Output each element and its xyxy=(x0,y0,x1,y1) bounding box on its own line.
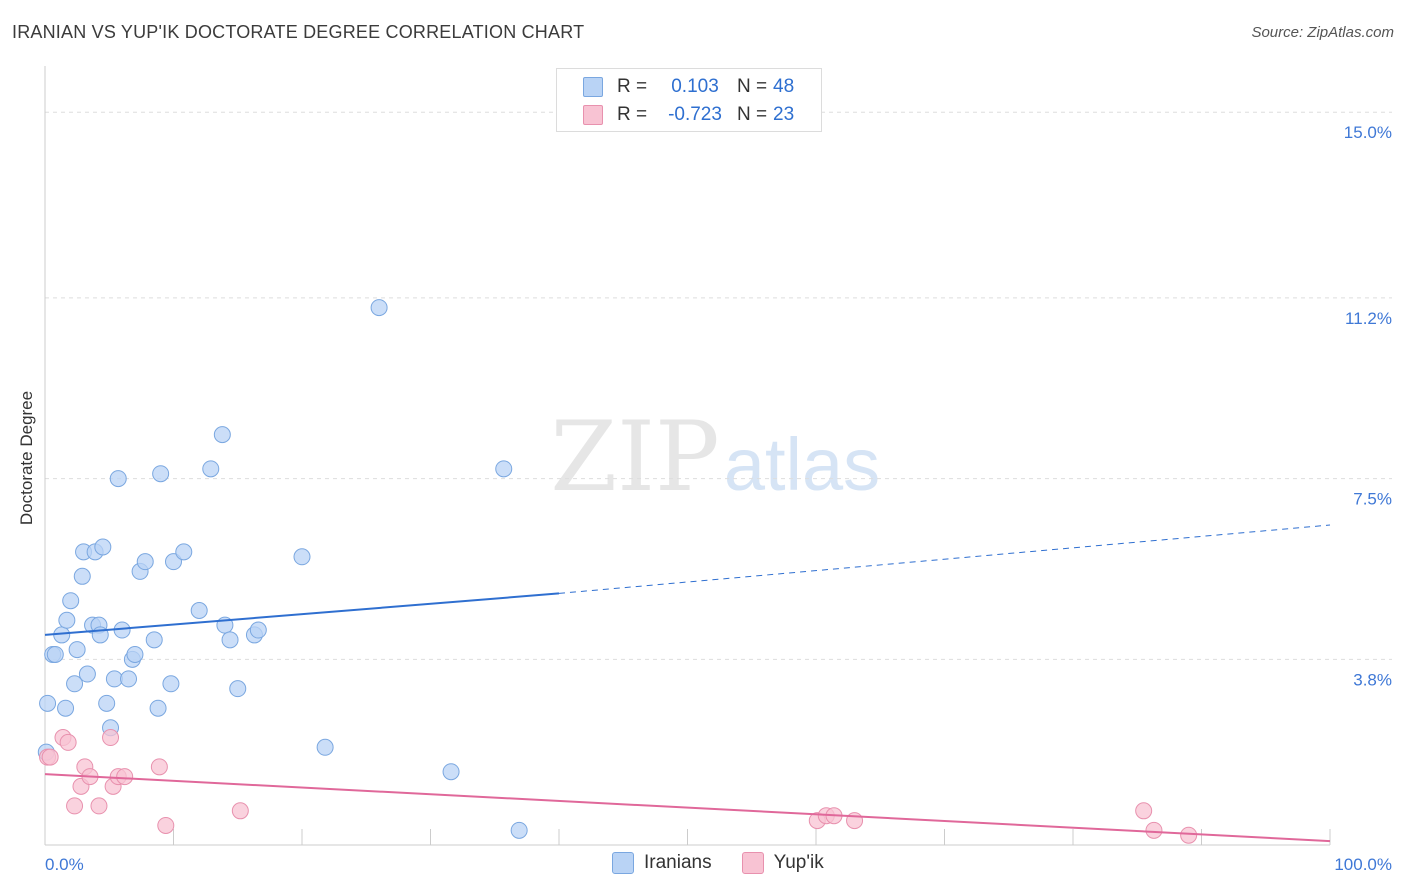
iranians-point xyxy=(66,675,84,693)
legend-r-value: 0.103 xyxy=(671,76,719,97)
y-tick-label: 15.0% xyxy=(1344,123,1392,142)
series-label-iranians: Iranians xyxy=(644,852,712,873)
iranians-point xyxy=(145,631,163,649)
legend-row-yupik: R = -0.723 N = 23 xyxy=(583,101,794,129)
iranians-point xyxy=(68,641,86,659)
iranians-point xyxy=(162,675,180,693)
legend-r-label: R = xyxy=(617,104,648,125)
iranians-point xyxy=(126,645,144,663)
iranians-point xyxy=(39,694,57,712)
iranians-point xyxy=(495,460,513,478)
iranians-point xyxy=(136,553,154,571)
legend-r-label: R = xyxy=(617,76,648,97)
iranians-point xyxy=(57,699,75,717)
iranians-point xyxy=(58,611,76,629)
iranians-point xyxy=(73,567,91,585)
correlation-legend: R = 0.103 N = 48 R = -0.723 N = 23 xyxy=(556,68,822,132)
watermark-atlas: atlas xyxy=(724,423,880,506)
yupik-point xyxy=(66,797,84,815)
iranians-trendline xyxy=(44,592,560,636)
yupik-point xyxy=(102,729,120,747)
yupik-point xyxy=(846,812,864,830)
yupik-point xyxy=(116,768,134,786)
series-legend-iranians: Iranians xyxy=(612,852,712,874)
yupik-point xyxy=(59,733,77,751)
legend-n-label: N = xyxy=(737,104,768,125)
y-tick-label: 11.2% xyxy=(1345,309,1392,328)
legend-n-value: 23 xyxy=(773,104,795,125)
legend-swatch-iranians xyxy=(583,77,603,97)
iranians-point xyxy=(249,621,267,639)
yupik-point xyxy=(41,748,59,766)
yupik-point xyxy=(231,802,249,820)
iranians-trendline-extension xyxy=(558,524,1331,594)
iranians-point xyxy=(442,763,460,781)
iranians-point xyxy=(229,680,247,698)
yupik-point xyxy=(150,758,168,776)
yupik-point xyxy=(90,797,108,815)
x-tick-label: 100.0% xyxy=(1334,855,1392,874)
iranians-point xyxy=(109,470,127,488)
series-label-yupik: Yup'ik xyxy=(773,852,824,873)
iranians-point xyxy=(78,665,96,683)
y-tick-label: 7.5% xyxy=(1353,490,1392,509)
iranians-point xyxy=(370,299,388,317)
iranians-point xyxy=(46,645,64,663)
y-tick-label: 3.8% xyxy=(1353,670,1392,689)
yupik-point xyxy=(1135,802,1153,820)
iranians-point xyxy=(98,694,116,712)
iranians-point xyxy=(213,426,231,444)
series-swatch-yupik xyxy=(741,852,764,874)
yupik-trendline xyxy=(44,773,1331,843)
iranians-point xyxy=(175,543,193,561)
series-legend-yupik: Yup'ik xyxy=(741,852,824,874)
iranians-point xyxy=(94,538,112,556)
iranians-point xyxy=(149,699,167,717)
series-legend: Iranians Yup'ik xyxy=(612,852,854,874)
x-tick-label: 0.0% xyxy=(45,855,84,874)
legend-n-value: 48 xyxy=(773,76,795,97)
yupik-point xyxy=(1180,826,1198,844)
iranians-point xyxy=(202,460,220,478)
iranians-point xyxy=(62,592,80,610)
iranians-point xyxy=(105,670,123,688)
iranians-point xyxy=(293,548,311,566)
iranians-point xyxy=(190,602,208,620)
yupik-point xyxy=(1145,821,1163,839)
yupik-point xyxy=(157,816,175,834)
watermark-zip: ZIP xyxy=(550,401,719,513)
iranians-point xyxy=(221,631,239,649)
legend-row-iranians: R = 0.103 N = 48 xyxy=(583,73,794,101)
series-swatch-iranians xyxy=(612,852,634,874)
source-label: Source: ZipAtlas.com xyxy=(1251,24,1394,41)
iranians-point xyxy=(510,821,528,839)
iranians-point xyxy=(316,738,334,756)
legend-swatch-yupik xyxy=(583,105,603,125)
iranians-point xyxy=(152,465,170,483)
legend-r-value: -0.723 xyxy=(668,104,722,125)
chart-title: IRANIAN VS YUP'IK DOCTORATE DEGREE CORRE… xyxy=(12,22,585,42)
iranians-point xyxy=(120,670,138,688)
iranians-point xyxy=(165,553,182,571)
legend-n-label: N = xyxy=(737,76,768,97)
